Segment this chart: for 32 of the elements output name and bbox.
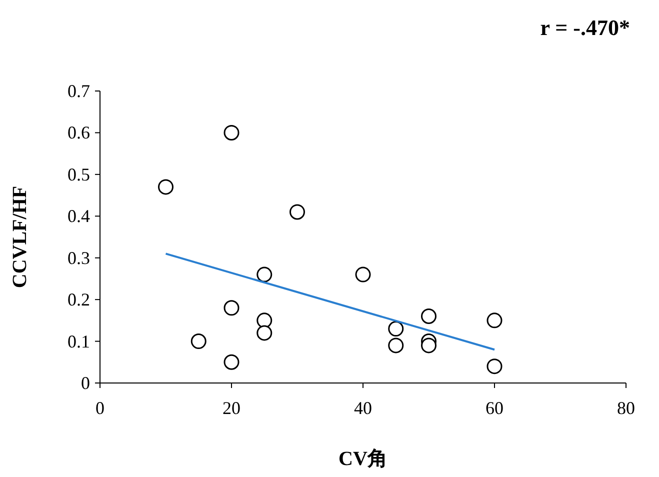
point	[256, 266, 272, 282]
y-tick-label: 0.6	[68, 122, 90, 143]
point	[388, 338, 404, 354]
y-axis-title: CCVLF/HF	[9, 186, 31, 288]
point	[224, 354, 240, 370]
point	[486, 358, 502, 374]
point	[421, 338, 436, 354]
x-tick-label: 0	[96, 398, 104, 418]
point	[256, 312, 272, 328]
point	[486, 312, 502, 328]
point	[256, 325, 272, 341]
y-tick-label: 0.2	[68, 290, 90, 310]
x-tick-label: 80	[617, 398, 635, 418]
y-tick-label: 0.4	[68, 206, 90, 226]
y-tick-label: 0	[81, 373, 90, 393]
point	[224, 300, 240, 316]
x-tick-label: 60	[486, 398, 504, 418]
point	[421, 308, 436, 324]
chart-title: r = -.470*	[540, 15, 630, 40]
y-tick-label: 0.7	[68, 81, 90, 101]
y-tick-label: 0.1	[68, 331, 90, 352]
y-tick-label: 0.5	[68, 164, 90, 184]
x-tick-label: 40	[354, 398, 372, 418]
point	[388, 321, 404, 337]
point	[355, 266, 371, 282]
x-tick-label: 20	[222, 398, 240, 418]
point	[158, 179, 174, 195]
point	[190, 334, 206, 350]
point	[290, 204, 305, 220]
point	[224, 124, 240, 140]
y-tick-label: 0.3	[68, 248, 90, 268]
x-axis-title: CV角	[338, 448, 388, 470]
